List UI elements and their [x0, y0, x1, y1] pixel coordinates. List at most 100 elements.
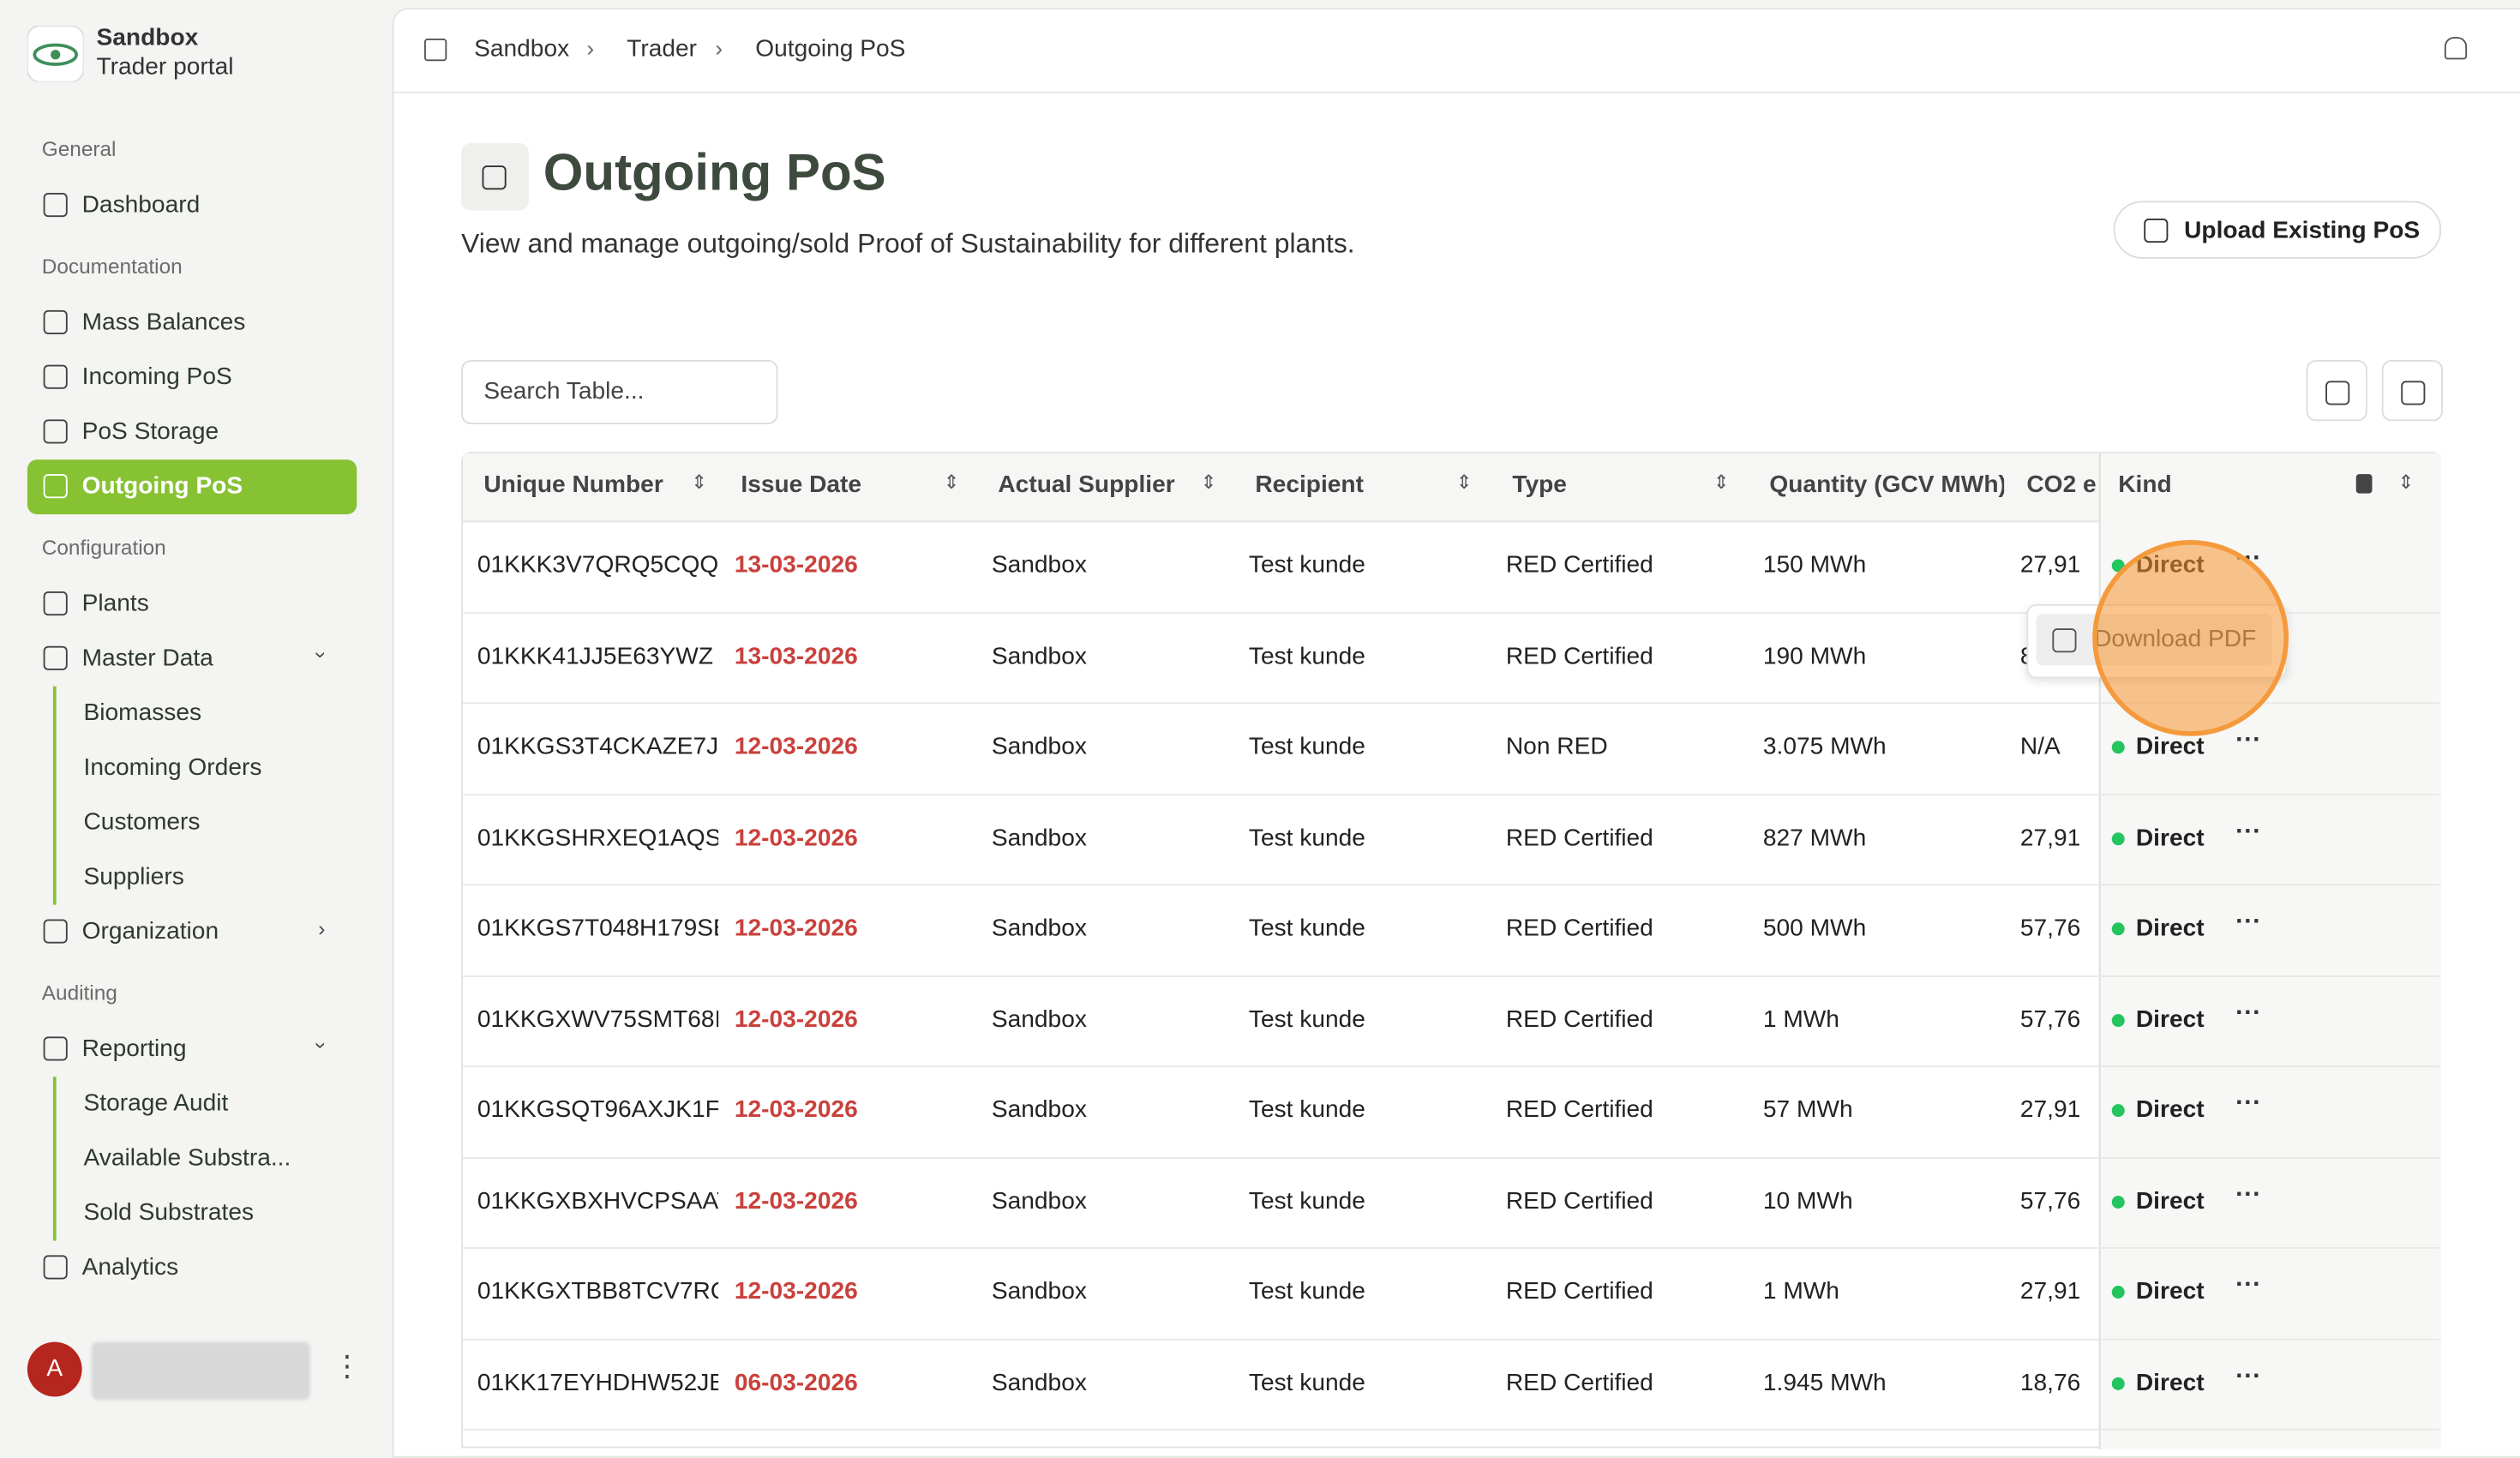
user-menu[interactable]: ⋮ [333, 1350, 362, 1383]
kind-cell: Direct [2136, 1278, 2205, 1305]
row-actions[interactable]: ··· [2235, 818, 2261, 847]
chevron[interactable]: › [318, 916, 325, 940]
nav-subitem[interactable]: Suppliers [84, 850, 184, 905]
icon [483, 165, 507, 189]
row-actions[interactable]: ··· [2235, 909, 2261, 938]
kind-cell: Direct [2136, 1187, 2205, 1215]
nav-item[interactable]: PoS Storage [27, 405, 357, 460]
recipient-cell: Test kunde [1249, 915, 1490, 942]
row-divider [463, 1338, 2439, 1340]
recipient-cell: Test kunde [1249, 1278, 1490, 1305]
nav-item[interactable]: Dashboard [27, 178, 357, 233]
column-header[interactable]: Quantity (GCV MWh) [1769, 471, 2004, 498]
supplier-cell: Sandbox [992, 1005, 1233, 1033]
nav-item[interactable]: Analytics [27, 1241, 357, 1296]
row-divider [463, 1065, 2439, 1067]
nav-subitem[interactable]: Biomasses [84, 687, 202, 741]
chevron[interactable]: › [309, 1042, 333, 1049]
pin-icon[interactable] [2356, 474, 2373, 494]
recipient-cell: Test kunde [1249, 1369, 1490, 1396]
type-cell: RED Certified [1506, 552, 1747, 579]
breadcrumb-item[interactable]: Sandbox [474, 35, 569, 63]
sort-icon[interactable]: ⇕ [944, 471, 960, 493]
row-actions[interactable]: ··· [2235, 999, 2261, 1029]
sort-icon[interactable]: ⇕ [1201, 471, 1217, 493]
nav-item[interactable]: Reporting [27, 1023, 357, 1077]
row-actions[interactable]: ··· [2235, 727, 2261, 756]
nav-item[interactable]: Mass Balances [27, 296, 357, 351]
co2-cell: 57,76 [2020, 1005, 2097, 1033]
click-indicator [2092, 540, 2289, 736]
supplier-cell: Sandbox [992, 1187, 1233, 1215]
supplier-cell: Sandbox [992, 824, 1233, 851]
kind-cell: Direct [2136, 1005, 2205, 1033]
breadcrumb-item[interactable]: Trader [627, 35, 697, 63]
nav-subitem[interactable]: Customers [84, 795, 201, 850]
quantity-cell: 1 MWh [1763, 1278, 1991, 1305]
status-dot [2112, 1377, 2125, 1389]
breadcrumb-sep: › [715, 35, 723, 61]
nav-item[interactable]: Organization [27, 905, 357, 960]
breadcrumb-item[interactable]: Outgoing PoS [755, 35, 905, 63]
page-title: Outgoing PoS [543, 143, 886, 202]
kind-cell: Direct [2136, 1369, 2205, 1396]
supplier-cell: Sandbox [992, 915, 1233, 942]
row-actions[interactable]: ··· [2235, 1272, 2261, 1301]
co2-cell: 27,91 [2020, 1096, 2097, 1124]
sort-icon[interactable]: ⇕ [1713, 471, 1730, 493]
nav-item[interactable]: Incoming PoS [27, 351, 357, 405]
nav-subitem[interactable]: Incoming Orders [84, 741, 262, 795]
id-cell: 01KKGXBXHVCPSAAT [477, 1187, 718, 1215]
type-cell: RED Certified [1506, 1096, 1747, 1124]
co2-cell: 27,91 [2020, 1278, 2097, 1305]
sidebar-toggle[interactable] [424, 39, 447, 61]
id-cell: 01KKGS3T4CKAZE7JI [477, 733, 718, 760]
sort-icon[interactable]: ⇕ [2398, 471, 2415, 493]
nav-subitem[interactable]: Sold Substrates [84, 1186, 255, 1241]
page-description: View and manage outgoing/sold Proof of S… [461, 228, 1355, 261]
icon [44, 310, 68, 334]
sort-icon[interactable]: ⇕ [691, 471, 707, 493]
kind-cell: Direct [2136, 915, 2205, 942]
nav-item[interactable]: Plants [27, 577, 357, 632]
type-cell: RED Certified [1506, 643, 1747, 670]
search-input[interactable]: Search Table... [461, 360, 777, 424]
chevron[interactable]: › [309, 651, 333, 658]
column-header[interactable]: Issue Date [741, 471, 885, 498]
icon [44, 591, 68, 615]
nav-subitem[interactable]: Available Substra... [84, 1131, 291, 1186]
row-divider [463, 884, 2439, 885]
notifications[interactable] [2445, 37, 2467, 59]
status-dot [2112, 1014, 2125, 1027]
nav-item[interactable]: Master Data [27, 632, 357, 687]
row-divider [463, 793, 2439, 795]
id-cell: 01KKK41JJ5E63YWZ [477, 643, 718, 670]
recipient-cell: Test kunde [1249, 1096, 1490, 1124]
quantity-cell: 3.075 MWh [1763, 733, 1991, 760]
sort-icon[interactable]: ⇕ [1456, 471, 1473, 493]
avatar[interactable]: A [27, 1342, 82, 1397]
nav-item[interactable]: Outgoing PoS [27, 459, 357, 514]
icon [44, 1255, 68, 1279]
row-actions[interactable]: ··· [2235, 1181, 2261, 1210]
column-header[interactable]: CO2 e [2026, 471, 2110, 498]
quantity-cell: 190 MWh [1763, 643, 1991, 670]
column-header[interactable]: Kind [2118, 471, 2343, 498]
kind-cell: Direct [2136, 824, 2205, 851]
row-divider [463, 1429, 2439, 1431]
type-cell: Non RED [1506, 733, 1747, 760]
icon [2144, 219, 2168, 243]
nav-subitem[interactable]: Storage Audit [84, 1077, 229, 1131]
row-divider [463, 1247, 2439, 1249]
tree-line [53, 687, 56, 905]
date-cell: 13-03-2026 [735, 552, 873, 579]
quantity-cell: 1 MWh [1763, 1005, 1991, 1033]
kind-cell: Direct [2136, 733, 2205, 760]
row-divider [463, 975, 2439, 976]
supplier-cell: Sandbox [992, 733, 1233, 760]
co2-cell: 27,91 [2020, 552, 2097, 579]
row-actions[interactable]: ··· [2235, 1363, 2261, 1392]
row-actions[interactable]: ··· [2235, 1090, 2261, 1119]
supplier-cell: Sandbox [992, 552, 1233, 579]
icon [2401, 381, 2425, 405]
